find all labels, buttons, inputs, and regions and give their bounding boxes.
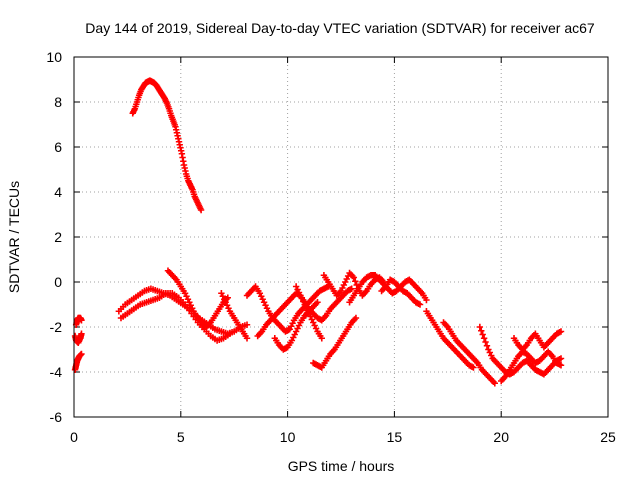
data-point <box>478 327 485 334</box>
data-point <box>423 296 430 304</box>
series-band-h <box>292 283 325 342</box>
data-point <box>480 335 488 342</box>
data-point <box>197 206 205 214</box>
grid-lines <box>74 57 608 417</box>
data-point <box>78 350 85 358</box>
y-tick-label: -6 <box>50 409 63 425</box>
x-tick-label: 10 <box>280 429 296 445</box>
series-band-l <box>378 276 424 308</box>
data-point <box>557 362 565 369</box>
data-point <box>416 301 424 308</box>
data-point <box>491 380 498 387</box>
y-tick-labels: 10 8 6 4 2 0 -2 -4 -6 <box>46 49 62 425</box>
chart-title: Day 144 of 2019, Sidereal Day-to-day VTE… <box>85 20 595 36</box>
data-point <box>470 364 477 371</box>
data-point <box>78 317 85 324</box>
x-tick-label: 25 <box>600 429 616 445</box>
data-point <box>78 330 85 337</box>
data-point <box>224 294 231 301</box>
x-tick-label: 15 <box>387 429 403 445</box>
series-band-m <box>423 308 477 371</box>
series-band-c <box>164 267 231 331</box>
data-point <box>476 323 484 331</box>
x-tick-label: 20 <box>493 429 509 445</box>
data-point <box>482 338 489 346</box>
y-tick-label: 4 <box>54 184 62 200</box>
y-tick-label: 8 <box>54 94 62 110</box>
y-tick-label: 2 <box>54 229 62 245</box>
series-band-j <box>320 269 387 299</box>
y-tick-label: -2 <box>50 319 63 335</box>
y-tick-label: 10 <box>46 49 62 65</box>
series-band-n <box>440 319 498 387</box>
series-early-short-3 <box>72 314 85 328</box>
data-point <box>483 342 491 349</box>
x-tick-label: 0 <box>70 429 78 445</box>
y-axis-label: SDTVAR / TECUs <box>6 181 22 293</box>
series-band-d <box>218 290 251 342</box>
x-axis-label: GPS time / hours <box>288 458 395 474</box>
x-tick-label: 5 <box>177 429 185 445</box>
data-point <box>348 285 355 292</box>
series-high-arc <box>129 77 205 214</box>
data-point <box>318 335 325 342</box>
y-tick-label: 6 <box>54 139 62 155</box>
y-tick-label: 0 <box>54 274 62 290</box>
plot-frame <box>73 56 609 418</box>
data-point <box>352 314 360 322</box>
data-point <box>350 274 358 281</box>
data-point <box>479 331 486 338</box>
y-tick-label: -4 <box>50 364 63 380</box>
x-tick-labels: 0 5 10 15 20 25 <box>70 429 616 445</box>
data-point <box>226 330 234 337</box>
data-point <box>352 278 359 285</box>
data-point <box>243 335 251 342</box>
data-point <box>314 299 321 306</box>
series-band-p <box>498 348 565 385</box>
series-band-q <box>510 328 565 353</box>
series-band-i <box>310 314 360 371</box>
data-markers <box>71 77 565 387</box>
data-point <box>557 328 565 335</box>
series-band-b <box>117 290 234 344</box>
data-point <box>243 321 251 328</box>
data-point <box>557 355 565 362</box>
